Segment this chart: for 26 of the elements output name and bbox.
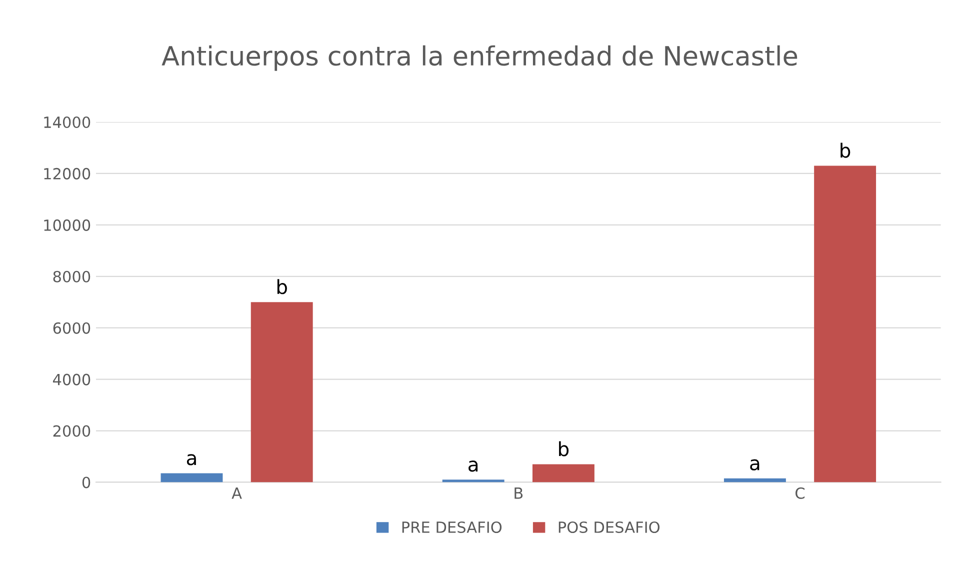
- data-label: a: [468, 460, 478, 472]
- chart-title: Anticuerpos contra la enfermedad de Newcastle: [162, 45, 798, 71]
- data-label: b: [277, 279, 287, 294]
- bar: [442, 480, 504, 482]
- bar: [532, 464, 594, 482]
- data-label: b: [840, 142, 850, 158]
- data-label: a: [186, 454, 196, 466]
- bar: [160, 473, 223, 482]
- y-tick-label: 8000: [53, 270, 90, 282]
- bar: [250, 302, 313, 482]
- bar: [814, 166, 876, 482]
- y-tick-label: 12000: [44, 168, 90, 180]
- legend-label: PRE DESAFIO: [402, 521, 502, 534]
- y-tick-label: 4000: [53, 374, 90, 386]
- data-label: a: [750, 459, 760, 470]
- y-tick-label: 0: [82, 476, 90, 488]
- y-tick-label: 14000: [44, 116, 90, 128]
- x-tick-label: B: [514, 488, 523, 499]
- data-label: b: [559, 441, 569, 456]
- x-tick-label: A: [232, 488, 242, 499]
- y-tick-label: 6000: [53, 322, 90, 334]
- legend-label: POS DESAFIO: [558, 521, 660, 534]
- bar: [724, 478, 786, 482]
- x-tick-label: C: [796, 487, 805, 499]
- y-tick-label: 2000: [53, 425, 90, 437]
- y-tick-label: 10000: [44, 219, 90, 231]
